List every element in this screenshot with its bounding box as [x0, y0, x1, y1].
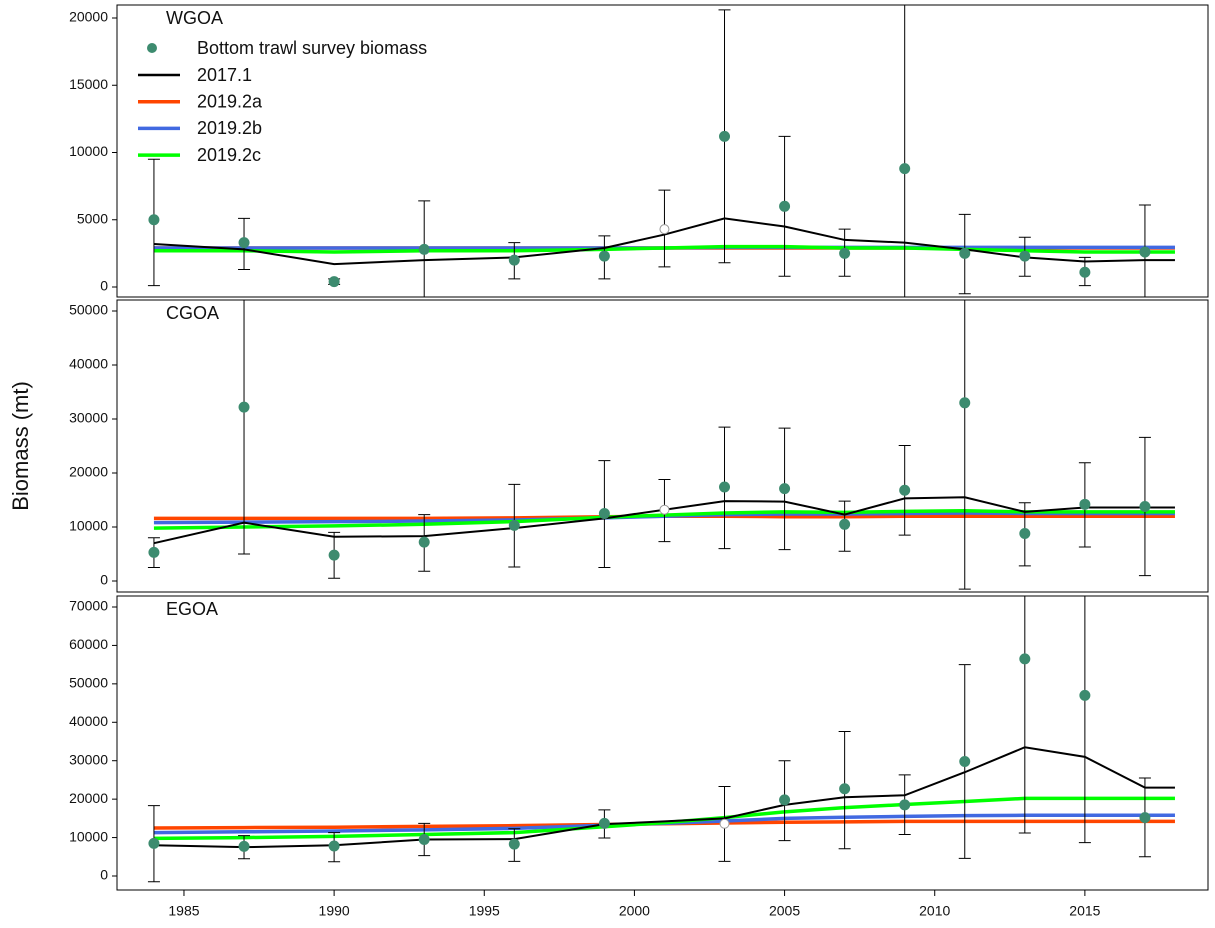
survey-point: [1139, 500, 1151, 512]
survey-point: [1139, 812, 1151, 824]
survey-point: [508, 254, 520, 266]
survey-point: [1079, 266, 1091, 278]
survey-point: [839, 247, 851, 259]
plot-frame: [116, 4, 1209, 298]
survey-point: [899, 799, 911, 811]
legend-text: 2019.2c: [197, 145, 261, 165]
x-tick-label: 2015: [1069, 903, 1100, 919]
survey-point: [659, 224, 670, 235]
x-tick-label: 1985: [168, 903, 199, 919]
legend-text: Bottom trawl survey biomass: [197, 38, 427, 58]
model-line: [153, 509, 1175, 530]
y-tick-label: 20000: [69, 464, 108, 480]
y-tick-label: 30000: [69, 751, 108, 767]
y-tick-label: 5000: [77, 210, 108, 226]
error-bar: [958, 300, 971, 590]
x-tick-label: 1995: [469, 903, 500, 919]
survey-point: [418, 243, 430, 255]
model-line: [153, 217, 1175, 266]
x-tick-label: 2005: [769, 903, 800, 919]
survey-point: [238, 237, 250, 249]
survey-point: [839, 783, 851, 795]
y-tick-label: 50000: [69, 302, 108, 318]
y-tick-label: 0: [100, 572, 108, 588]
survey-point: [598, 250, 610, 262]
survey-point: [148, 546, 160, 558]
survey-point: [779, 794, 791, 806]
y-tick-label: 20000: [69, 790, 108, 806]
x-tick-label: 2000: [619, 903, 650, 919]
survey-point: [1139, 246, 1151, 258]
survey-point: [959, 755, 971, 767]
y-tick-label: 70000: [69, 598, 108, 614]
legend-text: 2017.1: [197, 65, 252, 85]
error-bar: [1078, 596, 1091, 844]
survey-point: [238, 840, 250, 852]
model-line: [153, 796, 1175, 841]
survey-point: [508, 838, 520, 850]
x-tick-label: 1990: [319, 903, 350, 919]
survey-point: [959, 397, 971, 409]
model-line: [153, 514, 1175, 521]
survey-point: [598, 508, 610, 520]
survey-point: [418, 833, 430, 845]
plot-frame: [116, 595, 1209, 891]
survey-point: [328, 276, 340, 288]
model-line: [153, 746, 1175, 849]
y-tick-label: 10000: [69, 518, 108, 534]
y-tick-label: 40000: [69, 356, 108, 372]
survey-point: [779, 483, 791, 495]
y-tick-label: 50000: [69, 675, 108, 691]
panel-label: CGOA: [166, 303, 219, 323]
survey-point: [148, 837, 160, 849]
y-axis-title: Biomass (mt): [8, 381, 33, 511]
model-line: [153, 819, 1175, 830]
survey-point: [779, 200, 791, 212]
legend-marker: [147, 43, 157, 53]
survey-point: [1019, 653, 1031, 665]
survey-point: [1019, 250, 1031, 262]
error-bar: [904, 5, 906, 297]
survey-point: [508, 519, 520, 531]
survey-point: [1079, 498, 1091, 510]
y-tick-label: 0: [100, 278, 108, 294]
survey-point: [238, 401, 250, 413]
panel-label: EGOA: [166, 599, 218, 619]
survey-point: [839, 518, 851, 530]
survey-point: [1019, 527, 1031, 539]
survey-point: [959, 247, 971, 259]
panel-label: WGOA: [166, 8, 223, 28]
survey-point: [328, 549, 340, 561]
survey-point: [719, 818, 730, 829]
y-tick-label: 40000: [69, 713, 108, 729]
plot-area: [147, 596, 1175, 883]
legend-text: 2019.2a: [197, 91, 263, 111]
survey-point: [598, 817, 610, 829]
y-tick-label: 60000: [69, 636, 108, 652]
y-tick-label: 0: [100, 867, 108, 883]
y-tick-label: 20000: [69, 9, 108, 25]
y-tick-label: 10000: [69, 143, 108, 159]
y-tick-label: 10000: [69, 828, 108, 844]
survey-point: [418, 536, 430, 548]
survey-point: [719, 481, 731, 493]
plot-area: [147, 300, 1175, 590]
survey-point: [659, 504, 670, 515]
survey-point: [899, 163, 911, 175]
plot-area: [147, 5, 1175, 297]
legend-text: 2019.2b: [197, 118, 262, 138]
model-line: [153, 496, 1175, 545]
plot-frame: [116, 299, 1209, 593]
model-line: [153, 244, 1175, 254]
survey-point: [899, 484, 911, 496]
y-tick-label: 15000: [69, 76, 108, 92]
x-tick-label: 2010: [919, 903, 950, 919]
model-line: [153, 813, 1175, 835]
y-tick-label: 30000: [69, 410, 108, 426]
survey-point: [148, 214, 160, 226]
survey-point: [1079, 689, 1091, 701]
survey-point: [328, 840, 340, 852]
survey-point: [719, 130, 731, 142]
